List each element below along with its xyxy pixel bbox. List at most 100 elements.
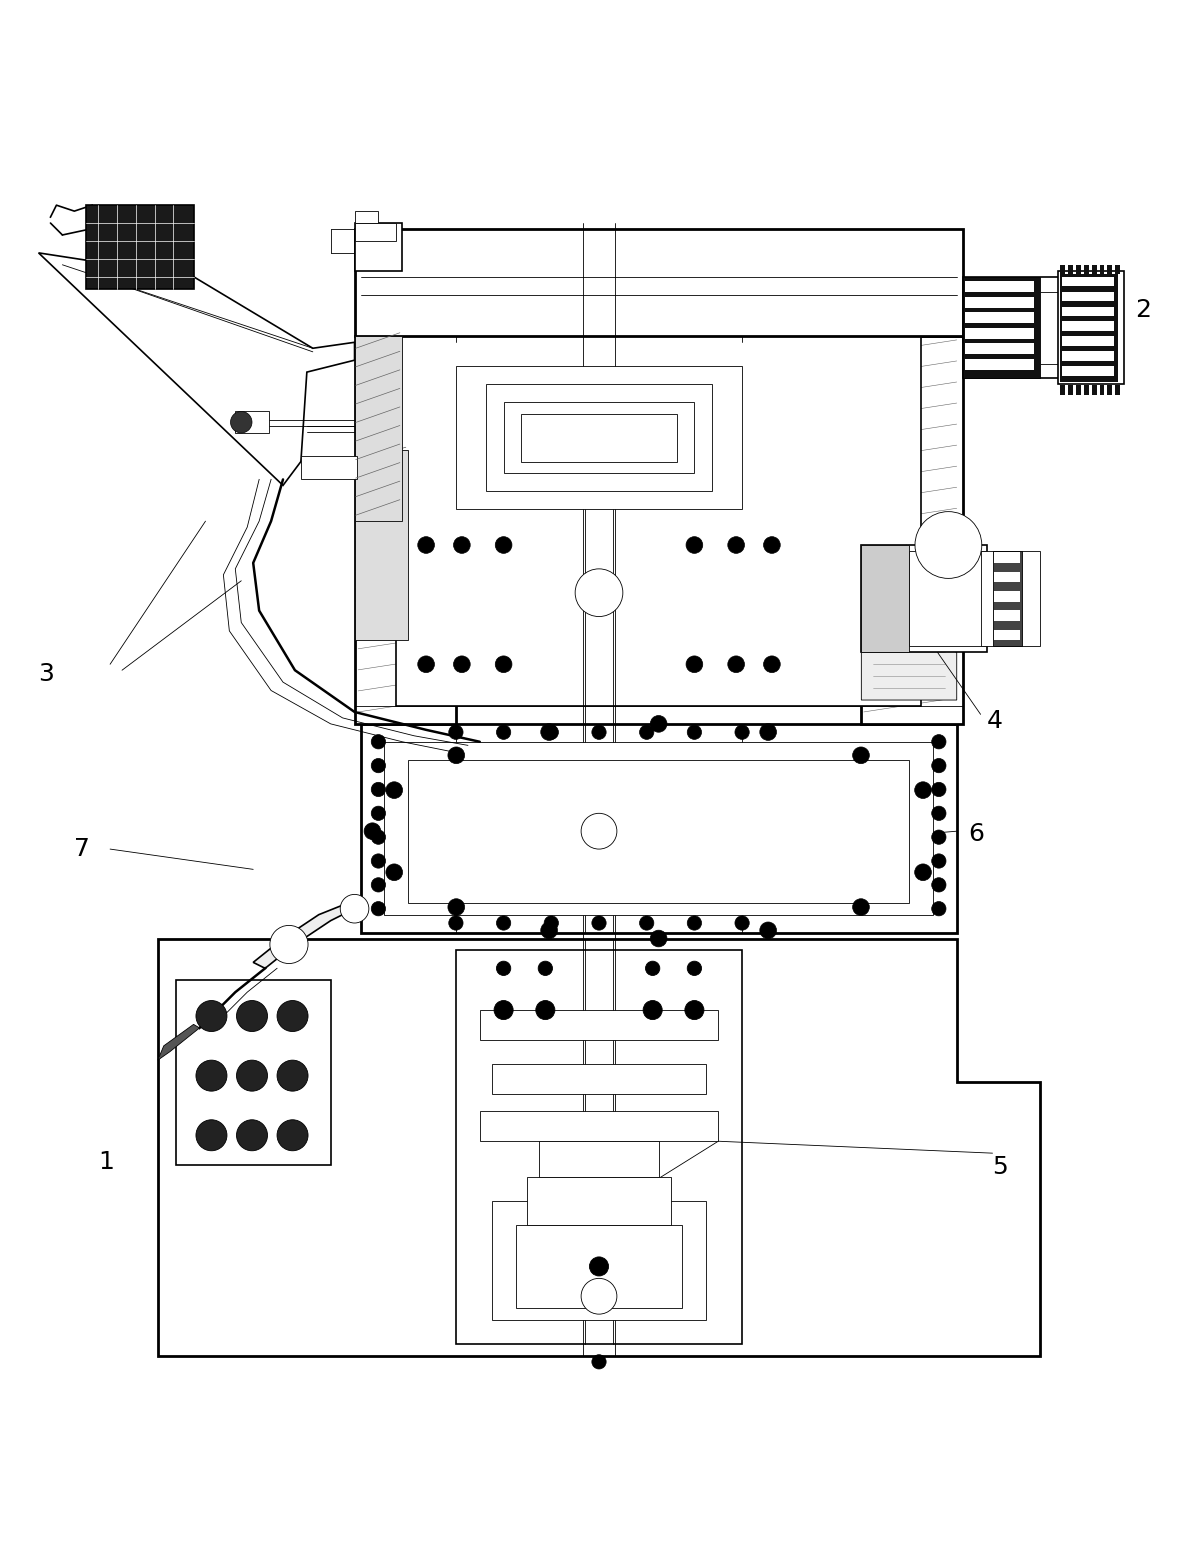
- Circle shape: [932, 805, 946, 821]
- Bar: [1061, 351, 1114, 360]
- Bar: [1061, 307, 1114, 317]
- Circle shape: [454, 657, 471, 672]
- Circle shape: [544, 726, 558, 740]
- Circle shape: [386, 782, 403, 799]
- Circle shape: [727, 536, 744, 553]
- Circle shape: [454, 536, 471, 553]
- Bar: [385, 741, 933, 915]
- Circle shape: [371, 878, 386, 892]
- Bar: [1061, 291, 1114, 301]
- Circle shape: [685, 1000, 704, 1020]
- Bar: [993, 572, 1019, 583]
- Circle shape: [643, 1000, 662, 1020]
- Bar: [485, 384, 713, 492]
- Bar: [491, 1064, 707, 1094]
- Bar: [397, 337, 921, 707]
- Bar: [1040, 291, 1076, 364]
- Text: 4: 4: [986, 710, 1003, 733]
- Text: 5: 5: [992, 1155, 1009, 1180]
- Circle shape: [496, 961, 510, 976]
- Bar: [909, 552, 986, 646]
- Circle shape: [371, 854, 386, 868]
- Bar: [966, 282, 1034, 291]
- Bar: [1100, 265, 1105, 274]
- Circle shape: [495, 536, 512, 553]
- Circle shape: [688, 915, 702, 931]
- Circle shape: [592, 726, 606, 740]
- Circle shape: [536, 1000, 555, 1020]
- Circle shape: [734, 915, 749, 931]
- Circle shape: [449, 726, 464, 740]
- Bar: [1084, 385, 1089, 395]
- Bar: [1061, 321, 1114, 331]
- Circle shape: [371, 758, 386, 773]
- Circle shape: [932, 831, 946, 845]
- Bar: [963, 277, 1070, 378]
- Circle shape: [230, 412, 252, 432]
- Circle shape: [589, 1257, 609, 1276]
- Circle shape: [236, 1061, 267, 1091]
- Bar: [515, 1225, 683, 1308]
- Bar: [1107, 265, 1112, 274]
- Polygon shape: [38, 252, 355, 486]
- Circle shape: [932, 901, 946, 915]
- Circle shape: [540, 724, 557, 740]
- Circle shape: [581, 813, 617, 849]
- Bar: [981, 552, 1040, 646]
- Circle shape: [651, 931, 667, 946]
- Bar: [966, 359, 1034, 370]
- Bar: [527, 1177, 671, 1225]
- Bar: [1069, 265, 1073, 274]
- Bar: [1115, 265, 1120, 274]
- Bar: [503, 401, 695, 473]
- Circle shape: [196, 1000, 226, 1031]
- Bar: [86, 205, 194, 288]
- Circle shape: [418, 657, 435, 672]
- Text: 6: 6: [969, 821, 985, 846]
- Bar: [861, 337, 963, 724]
- Bar: [456, 951, 742, 1344]
- Bar: [993, 591, 1019, 602]
- Bar: [521, 414, 677, 462]
- Bar: [966, 298, 1034, 307]
- Bar: [1084, 265, 1089, 274]
- Bar: [479, 1011, 719, 1040]
- Bar: [1091, 385, 1096, 395]
- Bar: [1115, 385, 1120, 395]
- Bar: [491, 1200, 707, 1319]
- Circle shape: [734, 726, 749, 740]
- Circle shape: [496, 726, 510, 740]
- Bar: [1058, 271, 1124, 384]
- Polygon shape: [861, 616, 957, 700]
- Circle shape: [371, 805, 386, 821]
- Bar: [235, 412, 268, 432]
- Circle shape: [688, 961, 702, 976]
- Circle shape: [646, 961, 660, 976]
- Bar: [355, 337, 456, 724]
- Bar: [1060, 265, 1065, 274]
- Bar: [993, 610, 1019, 621]
- Polygon shape: [158, 939, 1040, 1355]
- Bar: [1076, 265, 1081, 274]
- Bar: [861, 545, 909, 652]
- Bar: [993, 630, 1019, 641]
- Circle shape: [760, 724, 776, 740]
- Circle shape: [581, 1279, 617, 1315]
- Bar: [355, 450, 409, 641]
- Circle shape: [277, 1120, 308, 1150]
- Bar: [355, 223, 397, 241]
- Bar: [176, 981, 331, 1166]
- Circle shape: [371, 735, 386, 749]
- Circle shape: [727, 657, 744, 672]
- Bar: [963, 277, 1040, 378]
- Text: 3: 3: [38, 661, 54, 686]
- Circle shape: [196, 1120, 226, 1150]
- Circle shape: [640, 915, 654, 931]
- Bar: [479, 1111, 719, 1141]
- Circle shape: [277, 1000, 308, 1031]
- Circle shape: [371, 782, 386, 796]
- Circle shape: [763, 657, 780, 672]
- Circle shape: [270, 926, 308, 964]
- Circle shape: [449, 915, 464, 931]
- Bar: [1091, 265, 1096, 274]
